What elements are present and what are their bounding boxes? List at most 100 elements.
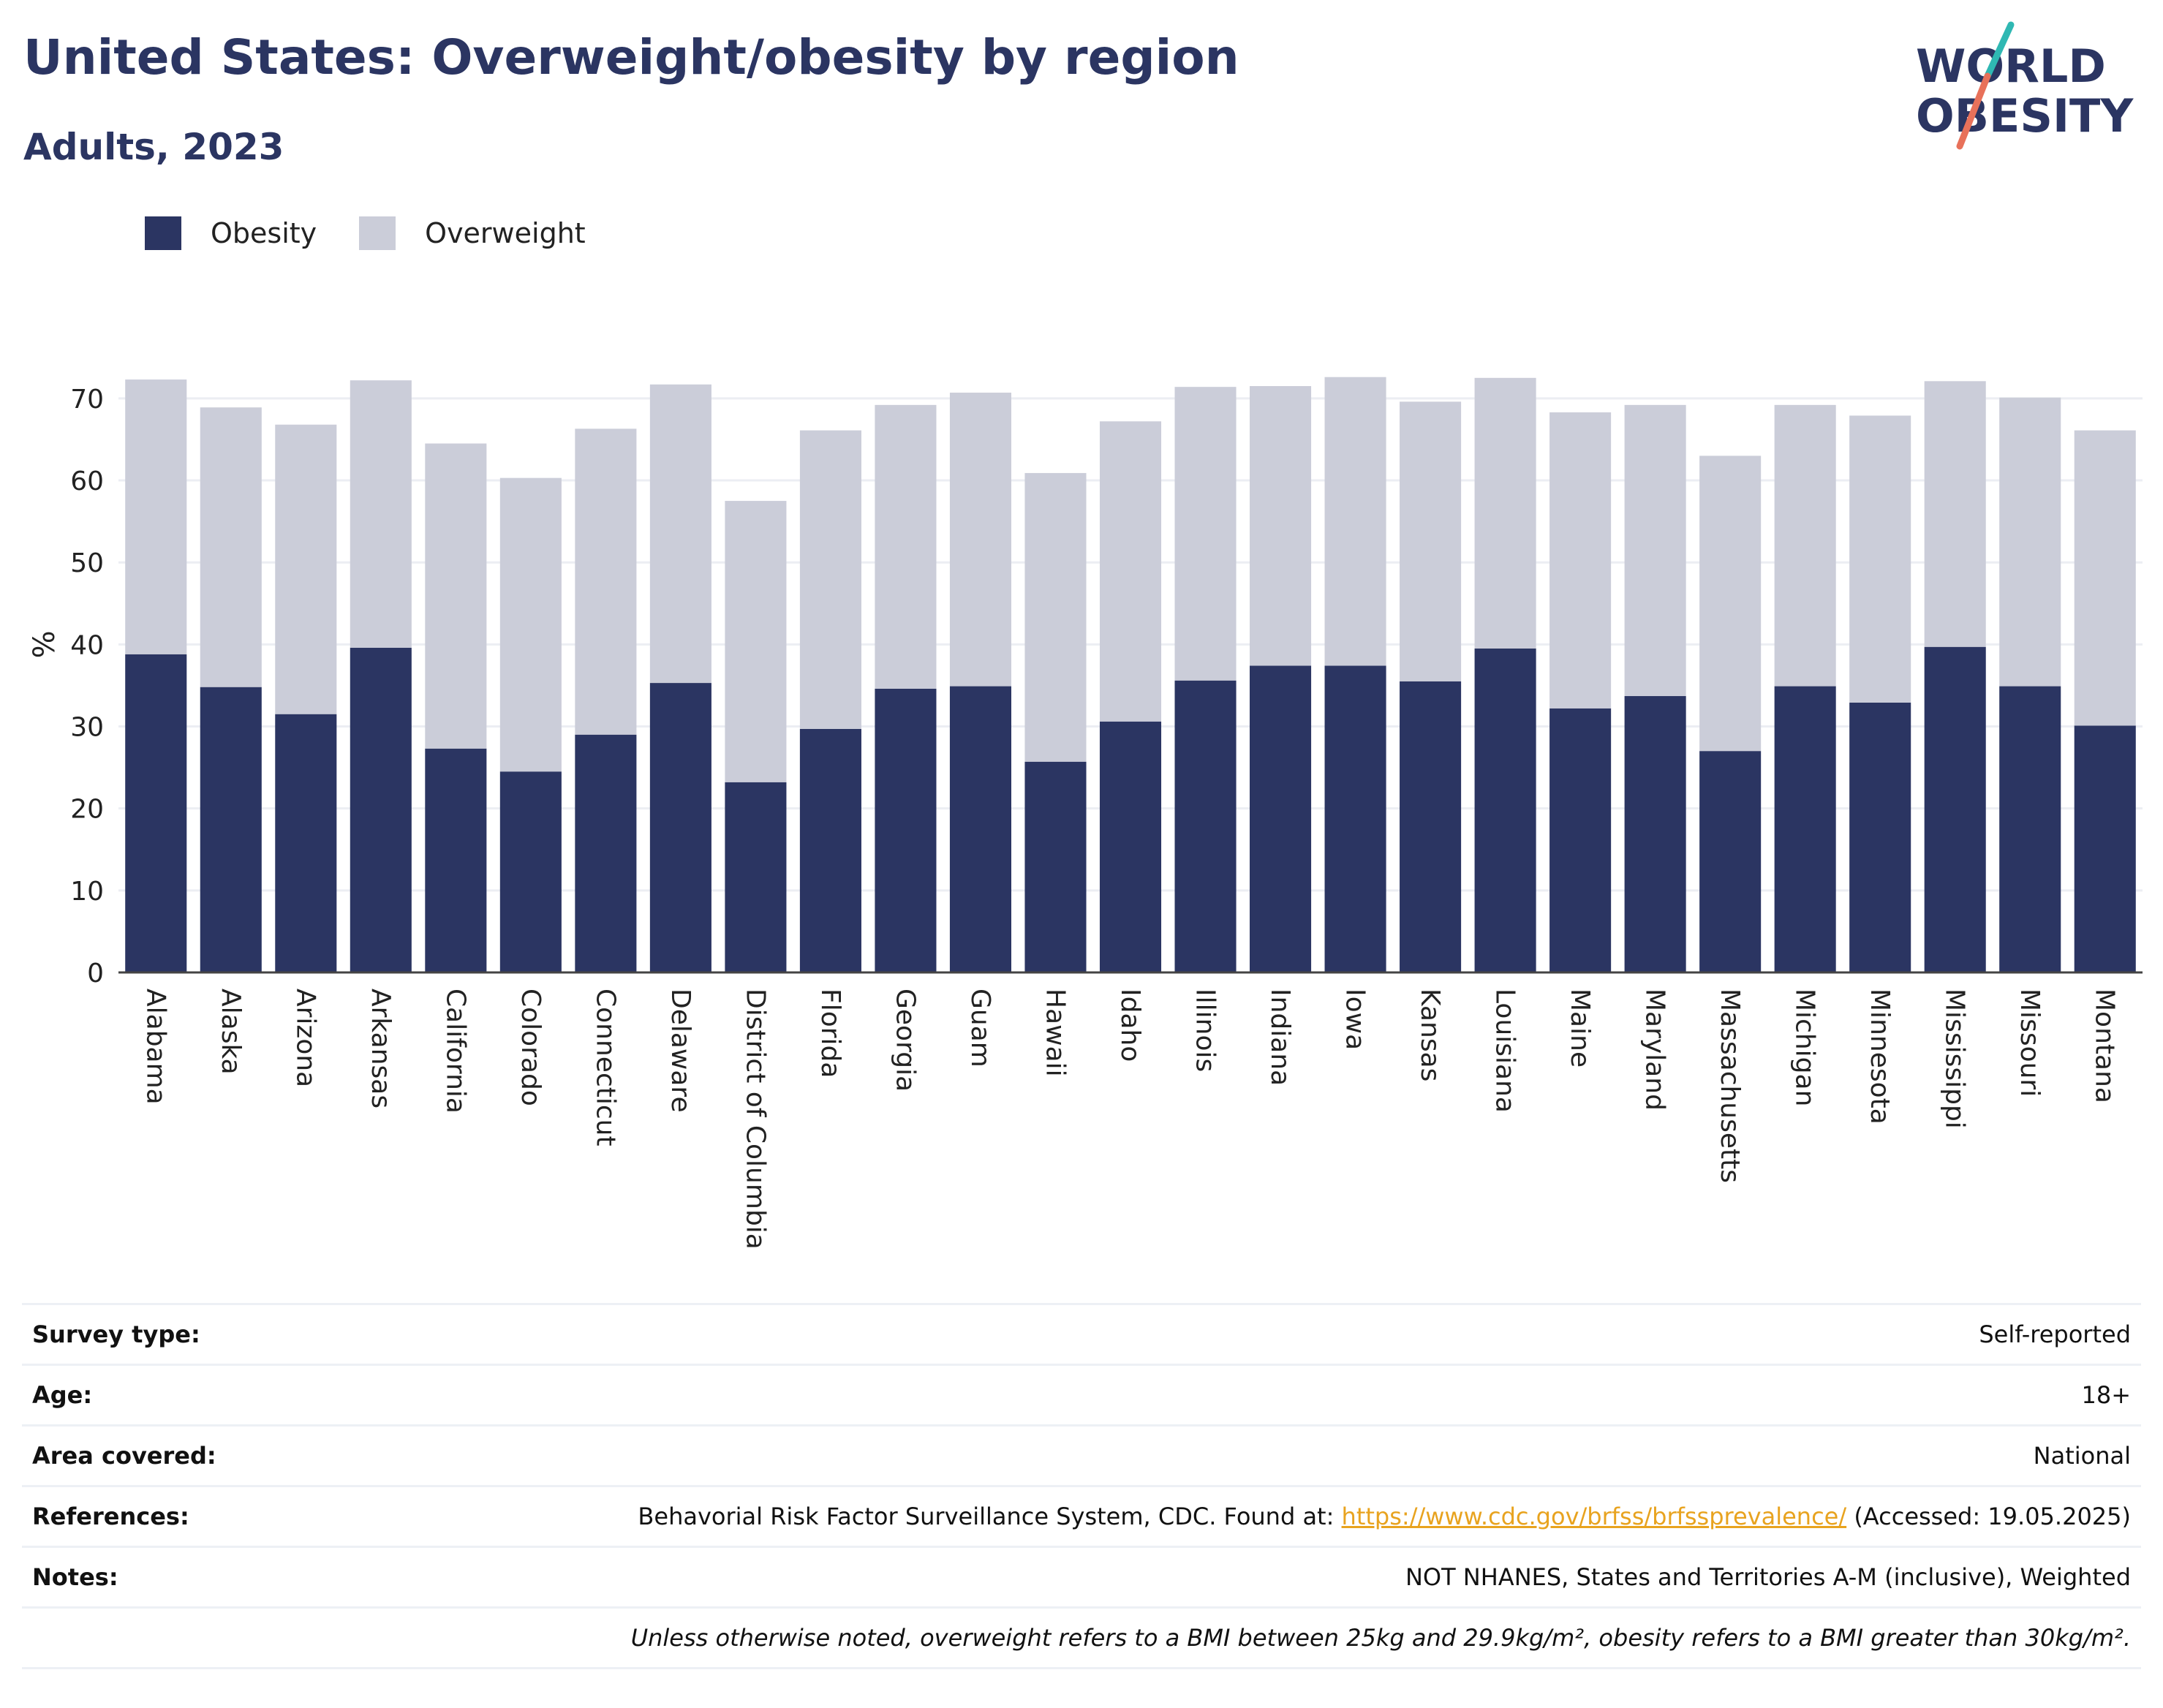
info-label: [22, 1606, 306, 1669]
bar-obesity-maryland: [1624, 696, 1686, 972]
bar-overweight-alabama: [125, 379, 187, 654]
bar-obesity-georgia: [875, 688, 937, 972]
bar-overweight-california: [425, 443, 487, 749]
bar-overweight-guam: [949, 393, 1011, 687]
bar-obesity-mississippi: [1924, 646, 1986, 972]
y-tick-label: 20: [70, 795, 104, 825]
info-row-footnote: Unless otherwise noted, overweight refer…: [22, 1606, 2141, 1669]
bar-obesity-guam: [949, 686, 1011, 972]
reference-text: Behavorial Risk Factor Surveillance Syst…: [638, 1503, 1335, 1530]
y-tick-label: 60: [70, 466, 104, 496]
bar-obesity-indiana: [1250, 665, 1312, 972]
info-row-survey-type: Survey type: Self-reported: [22, 1303, 2141, 1365]
x-tick-label: Arkansas: [366, 989, 396, 1108]
info-value: NOT NHANES, States and Territories A-M (…: [306, 1546, 2141, 1608]
chart-title: United States: Overweight/obesity by reg…: [23, 29, 1239, 86]
x-tick-label: Georgia: [890, 989, 920, 1092]
bar-obesity-illinois: [1174, 680, 1237, 972]
bar-obesity-colorado: [499, 771, 562, 972]
bar-obesity-idaho: [1099, 721, 1162, 972]
chart-legend: Obesity Overweight: [145, 216, 628, 250]
bar-obesity-minnesota: [1849, 702, 1911, 972]
info-table: Survey type: Self-reported Age: 18+ Area…: [22, 1303, 2141, 1669]
bar-obesity-louisiana: [1474, 648, 1536, 972]
info-label: Age:: [22, 1364, 306, 1426]
bar-overweight-colorado: [499, 477, 562, 772]
x-tick-label: Colorado: [516, 989, 546, 1106]
bar-obesity-connecticut: [575, 734, 637, 972]
x-tick-label: Kansas: [1415, 989, 1445, 1081]
x-tick-label: California: [440, 989, 470, 1114]
x-tick-label: Iowa: [1340, 989, 1370, 1050]
bar-overweight-iowa: [1324, 377, 1386, 666]
x-tick-label: Arizona: [290, 989, 320, 1087]
bar-overweight-maine: [1549, 412, 1612, 708]
bar-obesity-massachusetts: [1699, 751, 1762, 972]
info-row-age: Age: 18+: [22, 1364, 2141, 1426]
x-tick-label: Maine: [1565, 989, 1595, 1068]
y-tick-label: 10: [70, 877, 104, 907]
bar-overweight-montana: [2074, 430, 2136, 726]
x-tick-label: Alabama: [140, 989, 170, 1105]
bar-obesity-maine: [1549, 708, 1612, 972]
bar-overweight-michigan: [1774, 404, 1836, 687]
x-tick-label: Hawaii: [1040, 989, 1070, 1077]
bar-obesity-missouri: [1999, 686, 2061, 972]
bar-overweight-hawaii: [1024, 472, 1087, 762]
x-tick-label: Minnesota: [1865, 989, 1895, 1125]
reference-link[interactable]: https://www.cdc.gov/brfss/brfssprevalenc…: [1341, 1503, 1847, 1530]
logo-line1: WORLD: [1916, 39, 2106, 93]
x-tick-label: Louisiana: [1490, 989, 1520, 1113]
bar-obesity-alabama: [125, 654, 187, 972]
info-value: Self-reported: [306, 1303, 2141, 1365]
bar-obesity-hawaii: [1024, 761, 1087, 972]
x-tick-label: Mississippi: [1940, 989, 1970, 1129]
bar-obesity-california: [425, 748, 487, 972]
stacked-bar-chart: 0 10 20 30 40 50 60 70% Alabama Alaska Arizona Arka…: [28, 377, 2143, 1250]
info-value: 18+: [306, 1364, 2141, 1426]
bar-overweight-indiana: [1250, 386, 1312, 666]
bar-overweight-connecticut: [575, 428, 637, 735]
legend-label-overweight: Overweight: [425, 217, 586, 249]
info-label: References:: [22, 1485, 306, 1547]
bar-overweight-kansas: [1400, 401, 1462, 681]
legend-swatch-overweight: [359, 216, 396, 250]
chart-subtitle: Adults, 2023: [23, 126, 284, 168]
x-tick-label: Delaware: [665, 989, 695, 1113]
info-label: Notes:: [22, 1546, 306, 1608]
bar-obesity-alaska: [200, 687, 262, 972]
bar-overweight-maryland: [1624, 404, 1686, 697]
bar-overweight-delaware: [649, 384, 711, 684]
x-tick-label: Indiana: [1265, 989, 1295, 1086]
info-row-area: Area covered: National: [22, 1424, 2141, 1486]
bar-obesity-delaware: [649, 683, 711, 972]
bar-overweight-massachusetts: [1699, 456, 1762, 752]
bar-obesity-montana: [2074, 725, 2136, 972]
x-tick-label: District of Columbia: [740, 989, 770, 1250]
info-value: National: [306, 1424, 2141, 1486]
y-tick-label: 40: [70, 630, 104, 660]
bar-obesity-florida: [799, 728, 861, 972]
legend-swatch-obesity: [145, 216, 181, 250]
logo-slash-coral: [1956, 72, 1991, 150]
bar-obesity-kansas: [1400, 681, 1462, 972]
x-tick-label: Idaho: [1115, 989, 1145, 1062]
bar-overweight-illinois: [1174, 387, 1237, 681]
bar-overweight-florida: [799, 430, 861, 729]
y-tick-label: 50: [70, 548, 104, 578]
y-tick-label: 70: [70, 385, 104, 415]
info-label: Survey type:: [22, 1303, 306, 1365]
bar-overweight-minnesota: [1849, 415, 1911, 703]
legend-label-obesity: Obesity: [211, 217, 317, 249]
bar-overweight-arkansas: [350, 380, 412, 648]
info-row-notes: Notes: NOT NHANES, States and Territorie…: [22, 1546, 2141, 1608]
bar-obesity-arizona: [275, 714, 337, 972]
legend-item-overweight[interactable]: Overweight: [359, 216, 586, 250]
bar-obesity-district-of-columbia: [725, 782, 787, 972]
bar-obesity-iowa: [1324, 665, 1386, 972]
legend-item-obesity[interactable]: Obesity: [145, 216, 317, 250]
y-tick-label: 0: [87, 959, 104, 989]
bar-obesity-michigan: [1774, 686, 1836, 972]
x-tick-label: Maryland: [1640, 989, 1670, 1111]
y-axis-label: %: [28, 630, 61, 658]
